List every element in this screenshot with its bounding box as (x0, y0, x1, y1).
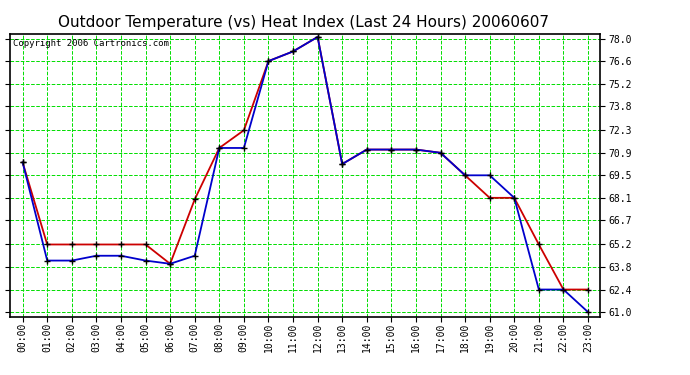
Text: Outdoor Temperature (vs) Heat Index (Last 24 Hours) 20060607: Outdoor Temperature (vs) Heat Index (Las… (58, 15, 549, 30)
Text: Copyright 2006 Cartronics.com: Copyright 2006 Cartronics.com (13, 39, 169, 48)
